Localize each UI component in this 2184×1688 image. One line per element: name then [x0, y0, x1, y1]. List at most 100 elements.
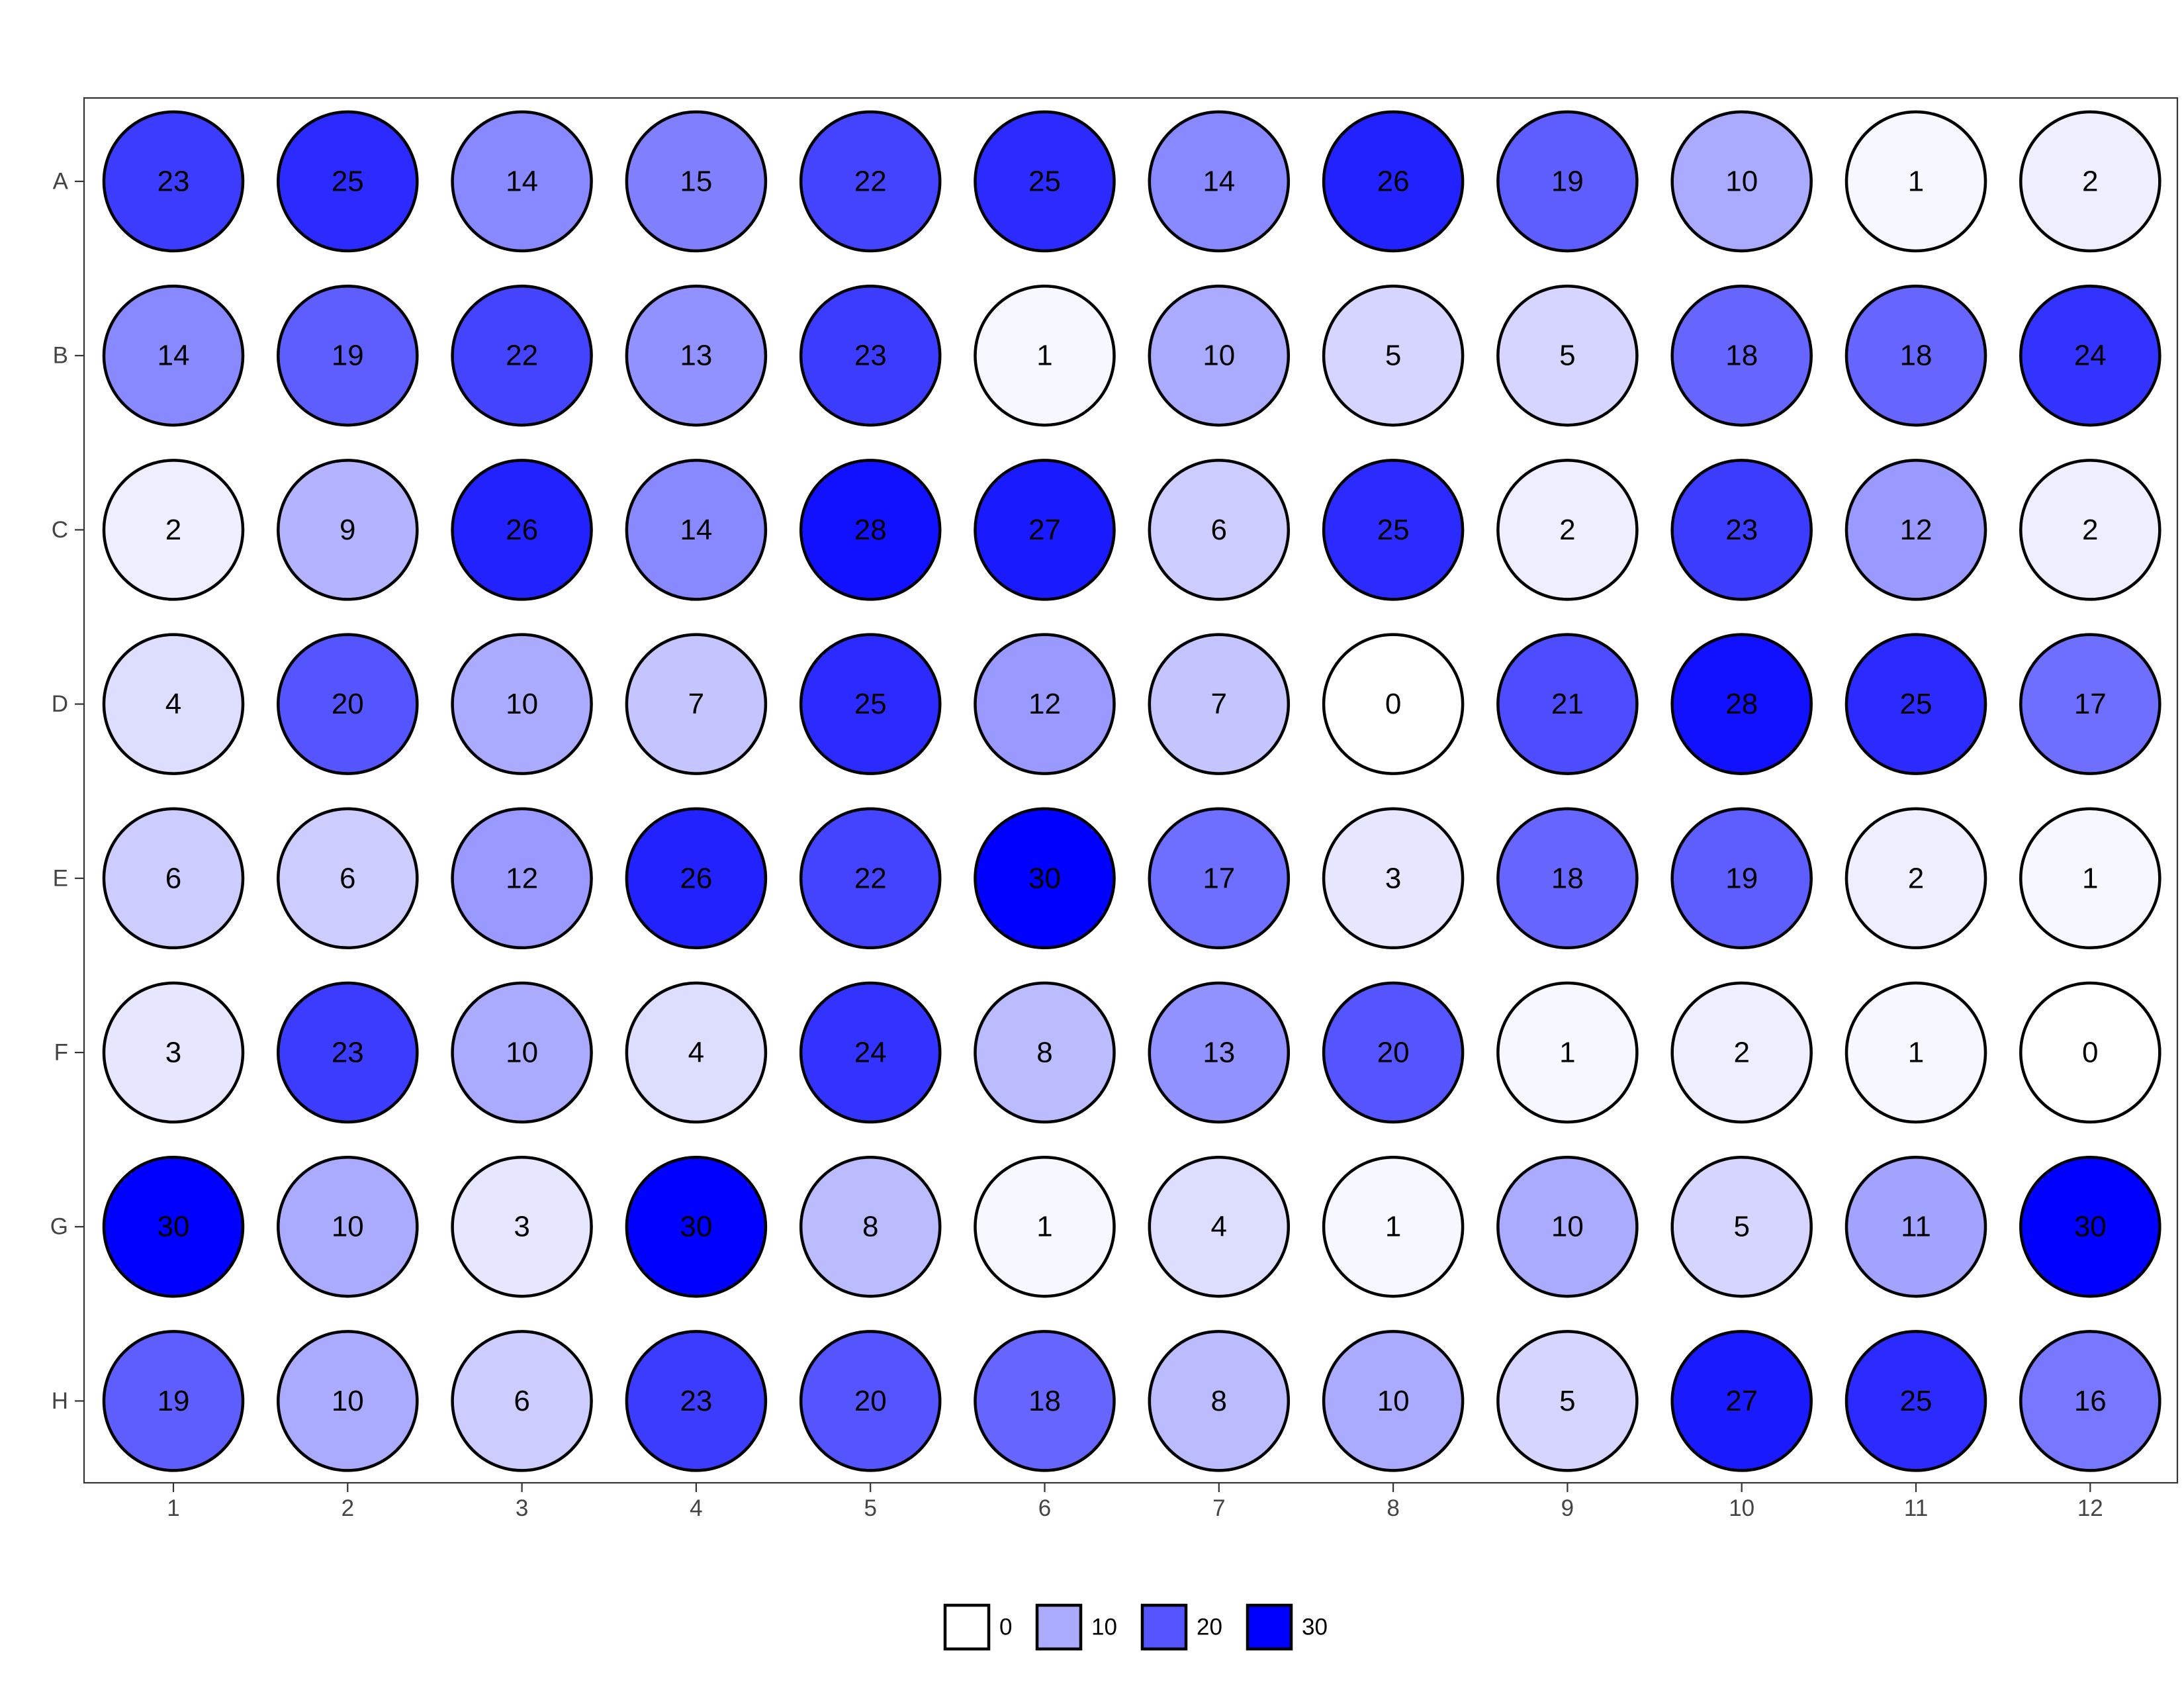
- well-value-label: 1: [1908, 165, 1924, 198]
- well-value-label: 10: [1203, 340, 1235, 372]
- legend-label: 10: [1091, 1615, 1117, 1640]
- well-value-label: 5: [1559, 340, 1575, 372]
- well-value-label: 23: [854, 340, 887, 372]
- well-value-label: 25: [332, 165, 364, 198]
- well-value-label: 18: [1551, 862, 1584, 894]
- well-value-label: 14: [158, 340, 190, 372]
- well-value-label: 7: [688, 688, 704, 720]
- y-tick-label: E: [53, 865, 68, 891]
- well-value-label: 0: [2082, 1037, 2098, 1069]
- well-value-label: 27: [1028, 514, 1061, 546]
- well-value-label: 22: [854, 862, 887, 894]
- x-tick-label: 8: [1387, 1495, 1399, 1521]
- x-tick-label: 4: [690, 1495, 702, 1521]
- well-value-label: 2: [2082, 514, 2098, 546]
- well-value-label: 28: [1725, 688, 1758, 720]
- well-value-label: 25: [854, 688, 887, 720]
- well-value-label: 10: [506, 1037, 538, 1069]
- well-value-label: 12: [1028, 688, 1061, 720]
- well-value-label: 3: [165, 1037, 181, 1069]
- well-value-label: 4: [688, 1037, 704, 1069]
- well-value-label: 14: [680, 514, 712, 546]
- y-tick-label: D: [52, 691, 68, 717]
- x-tick-label: 10: [1729, 1495, 1754, 1521]
- legend-label: 20: [1197, 1615, 1222, 1640]
- well-value-label: 27: [1725, 1385, 1758, 1417]
- well-value-label: 2: [1559, 514, 1575, 546]
- x-tick-label: 6: [1038, 1495, 1051, 1521]
- well-value-label: 23: [1725, 514, 1758, 546]
- well-value-label: 2: [2082, 165, 2098, 198]
- x-tick-label: 12: [2077, 1495, 2103, 1521]
- well-value-label: 25: [1900, 688, 1933, 720]
- well-value-label: 6: [514, 1385, 529, 1417]
- well-value-label: 20: [854, 1385, 887, 1417]
- x-tick-label: 1: [167, 1495, 179, 1521]
- legend-key-20: [1142, 1605, 1186, 1649]
- y-tick-label: A: [53, 169, 69, 195]
- well-value-label: 30: [680, 1211, 712, 1243]
- well-value-label: 4: [165, 688, 181, 720]
- well-value-label: 30: [158, 1211, 190, 1243]
- well-value-label: 2: [165, 514, 181, 546]
- well-value-label: 24: [2074, 340, 2107, 372]
- well-value-label: 6: [165, 862, 181, 894]
- well-value-label: 3: [514, 1211, 529, 1243]
- well-value-label: 19: [158, 1385, 190, 1417]
- well-value-label: 15: [680, 165, 712, 198]
- x-tick-label: 11: [1904, 1495, 1928, 1521]
- legend-label: 0: [999, 1615, 1012, 1640]
- well-value-label: 6: [1211, 514, 1227, 546]
- well-value-label: 13: [680, 340, 712, 372]
- well-value-label: 30: [1028, 862, 1061, 894]
- well-value-label: 26: [1377, 165, 1410, 198]
- y-tick-label: G: [50, 1214, 68, 1240]
- y-tick-label: F: [54, 1040, 68, 1066]
- well-value-label: 10: [506, 688, 538, 720]
- well-value-label: 20: [332, 688, 364, 720]
- well-value-label: 8: [862, 1211, 878, 1243]
- x-tick-label: 7: [1212, 1495, 1225, 1521]
- well-value-label: 17: [1203, 862, 1235, 894]
- well-value-label: 18: [1900, 340, 1933, 372]
- well-value-label: 10: [1551, 1211, 1584, 1243]
- well-value-label: 8: [1036, 1037, 1052, 1069]
- legend-key-30: [1248, 1605, 1291, 1649]
- well-value-label: 10: [1725, 165, 1758, 198]
- legend-key-0: [945, 1605, 989, 1649]
- well-value-label: 17: [2074, 688, 2107, 720]
- well-value-label: 5: [1559, 1385, 1575, 1417]
- well-value-label: 19: [1725, 862, 1758, 894]
- y-tick-label: B: [53, 343, 68, 369]
- well-value-label: 18: [1028, 1385, 1061, 1417]
- well-value-label: 8: [1211, 1385, 1227, 1417]
- well-value-label: 23: [332, 1037, 364, 1069]
- well-value-label: 19: [1551, 165, 1584, 198]
- well-value-label: 3: [1385, 862, 1401, 894]
- well-value-label: 1: [1559, 1037, 1575, 1069]
- well-value-label: 10: [332, 1211, 364, 1243]
- well-value-label: 1: [2082, 862, 2098, 894]
- well-value-label: 1: [1036, 340, 1052, 372]
- x-tick-label: 9: [1561, 1495, 1574, 1521]
- legend-label: 30: [1302, 1615, 1328, 1640]
- well-value-label: 25: [1028, 165, 1061, 198]
- well-value-label: 12: [1900, 514, 1933, 546]
- well-value-label: 10: [332, 1385, 364, 1417]
- well-value-label: 5: [1733, 1211, 1749, 1243]
- x-tick-label: 2: [341, 1495, 354, 1521]
- y-tick-label: H: [52, 1388, 68, 1414]
- well-value-label: 23: [680, 1385, 712, 1417]
- well-value-label: 11: [1901, 1211, 1931, 1243]
- well-value-label: 1: [1036, 1211, 1052, 1243]
- well-value-label: 1: [1908, 1037, 1924, 1069]
- well-value-label: 30: [2074, 1211, 2107, 1243]
- well-value-label: 26: [680, 862, 712, 894]
- well-value-label: 7: [1211, 688, 1227, 720]
- well-value-label: 10: [1377, 1385, 1410, 1417]
- well-value-label: 25: [1377, 514, 1410, 546]
- well-value-label: 18: [1725, 340, 1758, 372]
- well-value-label: 24: [854, 1037, 887, 1069]
- well-value-label: 9: [340, 514, 355, 546]
- legend-key-10: [1037, 1605, 1081, 1649]
